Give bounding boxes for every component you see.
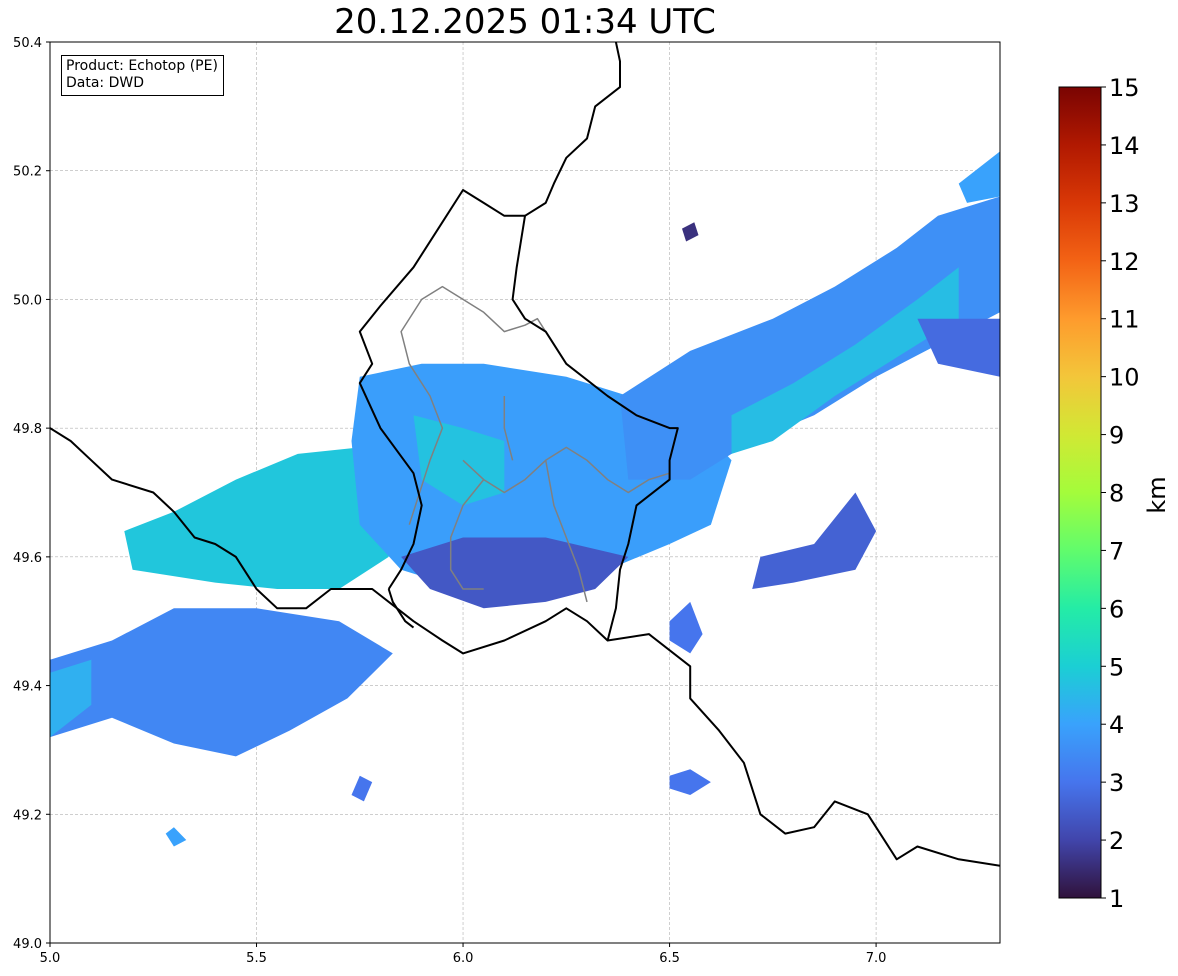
colorbar-tick-label: 11 — [1109, 306, 1140, 334]
map-title: 20.12.2025 01:34 UTC — [334, 2, 716, 42]
y-tick-label: 49.4 — [13, 680, 42, 695]
echo-region — [50, 659, 92, 738]
country-borders — [50, 42, 1000, 867]
y-tick-label: 49.2 — [13, 808, 42, 823]
y-tick-label: 49.6 — [13, 551, 42, 566]
country-border — [387, 588, 415, 629]
y-tick-label: 50.4 — [13, 36, 42, 51]
y-tick-label: 49.0 — [13, 937, 42, 952]
colorbar-tick-label: 7 — [1109, 537, 1124, 565]
echo-region — [124, 447, 389, 589]
echo-region — [401, 537, 629, 609]
province-border — [449, 479, 485, 590]
x-tick-label: 6.5 — [659, 951, 680, 966]
colorbar-gradient — [1058, 86, 1102, 899]
colorbar-tick-label: 5 — [1109, 653, 1124, 681]
data-source-text: Data: DWD — [66, 75, 144, 91]
x-tick-label: 6.0 — [453, 951, 474, 966]
echo-region — [752, 492, 877, 589]
province-border — [544, 460, 588, 603]
colorbar-tick-label: 4 — [1109, 711, 1124, 739]
y-tick-label: 50.2 — [13, 165, 42, 180]
colorbar-tick-label: 2 — [1109, 827, 1124, 855]
echo-region — [958, 151, 1000, 203]
colorbar-tick-label: 14 — [1109, 132, 1140, 160]
y-axis-ticks: 49.0 49.2 49.4 49.6 49.8 50.0 50.2 50.4 — [13, 36, 50, 952]
echo-region — [682, 222, 699, 242]
echo-region — [917, 318, 1000, 377]
echo-region — [669, 769, 711, 795]
province-border — [503, 396, 514, 461]
colorbar-tick-label: 13 — [1109, 190, 1140, 218]
x-axis-ticks: 5.0 5.5 6.0 6.5 7.0 — [40, 943, 887, 966]
echo-region — [620, 196, 1000, 480]
info-box: Product: Echotop (PE) Data: DWD — [61, 55, 224, 96]
plot-frame — [49, 41, 1001, 944]
y-tick-label: 50.0 — [13, 293, 42, 308]
country-border — [524, 42, 621, 217]
colorbar-tick-label: 10 — [1109, 364, 1140, 392]
colorbar-label: km — [1143, 476, 1171, 513]
x-tick-label: 5.5 — [246, 951, 267, 966]
country-border — [50, 427, 1000, 867]
echo-region — [351, 775, 373, 802]
province-border — [400, 285, 547, 525]
colorbar-tick-label: 1 — [1109, 885, 1124, 913]
x-tick-label: 5.0 — [40, 951, 61, 966]
echo-region — [731, 267, 959, 454]
colorbar-tick-label: 6 — [1109, 595, 1124, 623]
colorbar-tick-label: 9 — [1109, 422, 1124, 450]
colorbar-tick-label: 15 — [1109, 74, 1140, 102]
colorbar-tick-label: 12 — [1109, 248, 1140, 276]
echo-region — [50, 608, 393, 757]
product-text: Product: Echotop (PE) — [66, 58, 218, 74]
province-borders — [400, 285, 670, 603]
country-border — [358, 189, 679, 641]
colorbar-tick-label: 3 — [1109, 769, 1124, 797]
x-tick-label: 7.0 — [866, 951, 887, 966]
province-border — [462, 446, 670, 494]
echo-region — [165, 827, 187, 847]
y-tick-label: 49.8 — [13, 422, 42, 437]
echo-region — [669, 601, 703, 654]
echotop-field — [50, 151, 1000, 847]
colorbar-tick-label: 8 — [1109, 480, 1124, 508]
